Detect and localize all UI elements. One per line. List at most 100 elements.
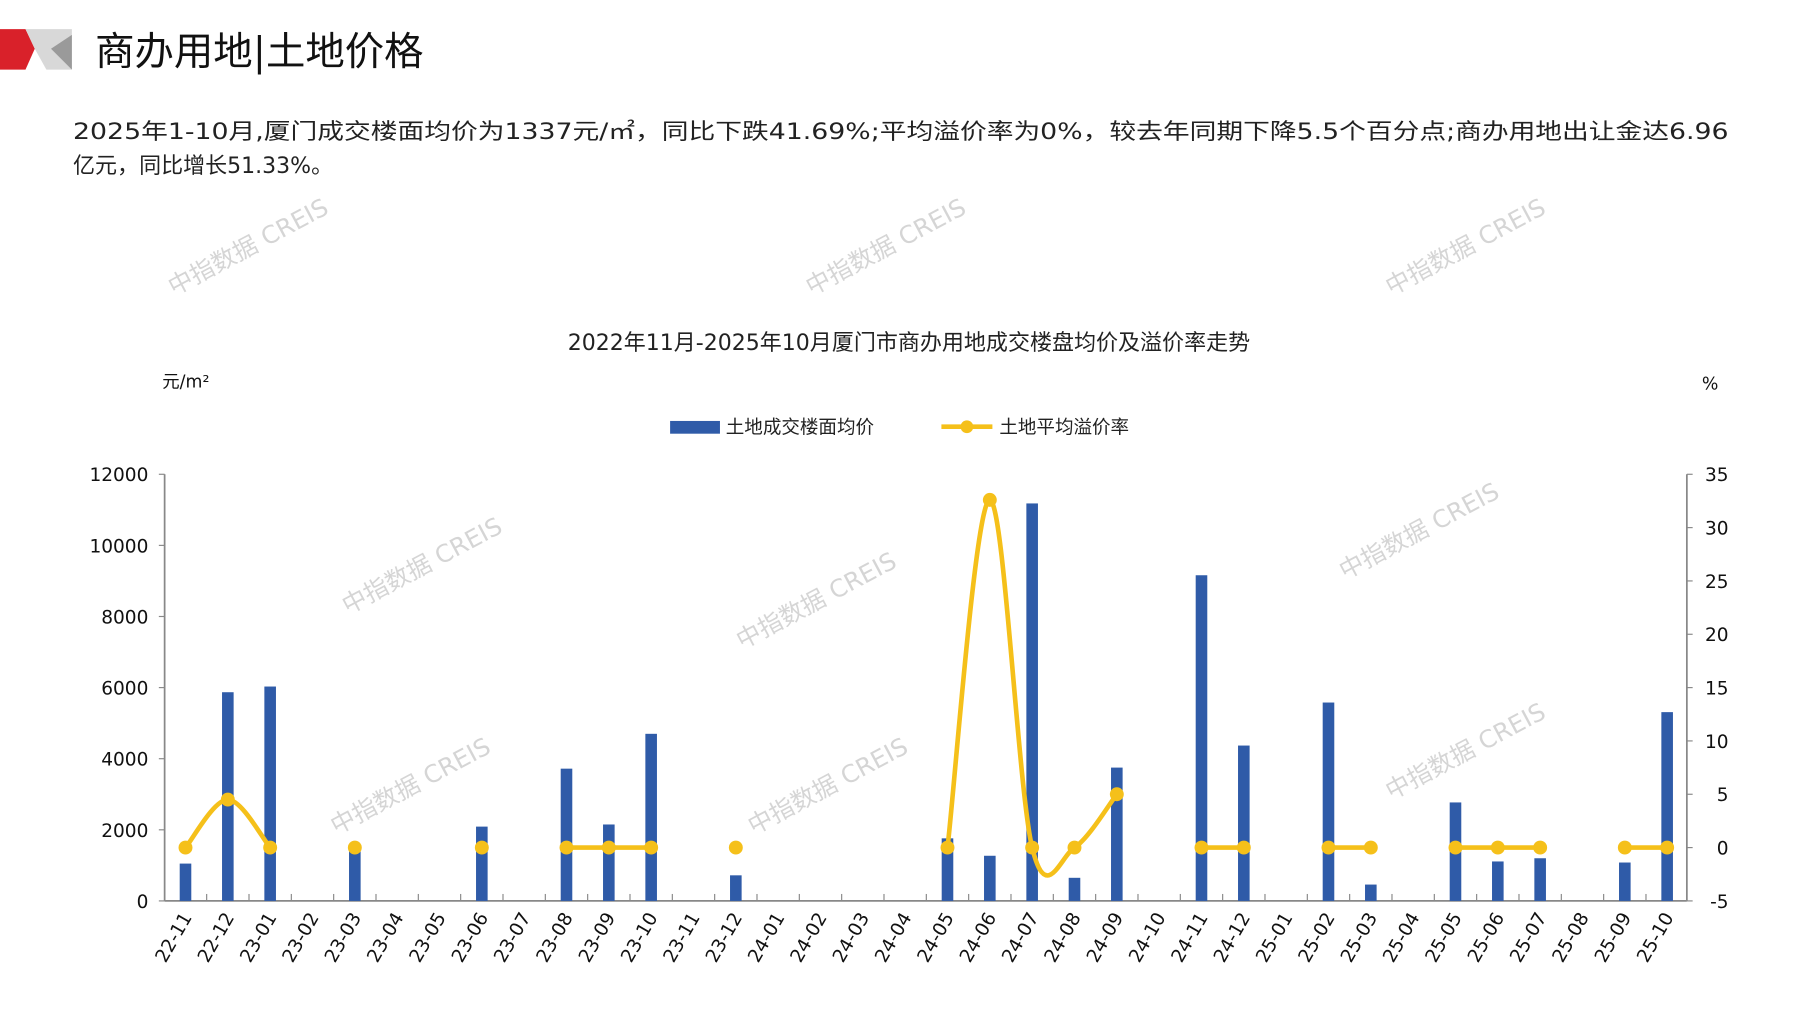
legend-line-marker (960, 420, 974, 434)
summary-line-1: 2025年1-10月,厦门成交楼面均价为1337元/㎡，同比下跌41.69%;平… (73, 119, 1729, 145)
y-left-tick-label: 6000 (101, 679, 148, 700)
bar-24-07 (1026, 503, 1038, 901)
rate-marker-24-07 (1025, 840, 1040, 855)
rate-marker-22-11 (178, 840, 193, 855)
y-right-tick-label: 0 (1717, 839, 1729, 860)
watermark: 中指数据 CREIS (731, 546, 901, 655)
watermark: 中指数据 CREIS (1334, 476, 1504, 585)
bar-23-03 (349, 851, 361, 901)
watermark: 中指数据 CREIS (1380, 697, 1550, 806)
rate-marker-25-07 (1533, 840, 1548, 855)
bar-25-10 (1661, 712, 1673, 901)
watermarks: 中指数据 CREIS 中指数据 CREIS 中指数据 CREIS 中指数据 CREIS… (163, 192, 1550, 840)
rate-marker-25-03 (1363, 840, 1378, 855)
x-tick-label: 24-12 (1210, 909, 1255, 966)
x-tick-label: 23-01 (236, 909, 281, 966)
x-tick-label: 23-05 (406, 909, 451, 966)
x-tick-label: 22-12 (194, 909, 239, 966)
x-tick-label: 25-04 (1379, 909, 1424, 966)
y-left-tick-label: 8000 (101, 607, 148, 628)
x-tick-label: 24-11 (1168, 909, 1213, 966)
watermark: 中指数据 CREIS (801, 192, 971, 301)
watermark: 中指数据 CREIS (743, 731, 913, 840)
legend-line-label: 土地平均溢价率 (999, 418, 1129, 439)
bar-24-12 (1238, 745, 1250, 901)
y-left-unit: 元/m² (162, 372, 209, 392)
rate-marker-24-12 (1236, 840, 1251, 855)
x-tick-label: 23-06 (448, 909, 493, 966)
header-accent-dark (51, 34, 72, 70)
watermark: 中指数据 CREIS (1380, 192, 1550, 301)
y-right-unit: % (1702, 375, 1719, 395)
legend-bar-swatch (670, 420, 720, 434)
legend: 土地成交楼面均价 土地平均溢价率 (670, 418, 1129, 439)
y-left-tick-label: 4000 (101, 750, 148, 771)
x-tick-label: 23-10 (617, 909, 662, 966)
bar-24-11 (1195, 575, 1208, 901)
rate-marker-25-06 (1490, 840, 1505, 855)
y-right-tick-label: -5 (1710, 892, 1728, 913)
x-tick-label: 24-03 (829, 909, 874, 966)
x-tick-label: 24-06 (956, 909, 1001, 966)
page-title: 商办用地|土地价格 (95, 29, 424, 75)
rate-marker-25-10 (1660, 840, 1675, 855)
y-right-tick-label: 30 (1705, 519, 1729, 540)
rate-marker-23-12 (728, 840, 743, 855)
rate-marker-25-05 (1448, 840, 1463, 855)
x-tick-label: 24-02 (787, 909, 832, 966)
x-tick-label: 24-10 (1125, 909, 1170, 966)
y-left-tick-label: 2000 (101, 821, 148, 842)
x-tick-label: 24-05 (914, 909, 959, 966)
x-tick-label: 23-03 (321, 909, 366, 966)
x-tick-label: 25-06 (1464, 909, 1509, 966)
x-tick-label: 24-04 (871, 909, 916, 966)
rate-marker-23-06 (474, 840, 489, 855)
x-tick-label: 25-09 (1591, 909, 1636, 966)
x-tick-label: 23-08 (533, 909, 578, 966)
bar-25-06 (1492, 861, 1504, 901)
bar-25-07 (1534, 858, 1546, 901)
bar-25-03 (1365, 884, 1377, 901)
summary-line-2: 亿元，同比增长51.33%。 (73, 154, 333, 179)
bar-23-01 (264, 686, 276, 901)
rate-marker-23-01 (263, 840, 278, 855)
bar-25-09 (1619, 862, 1631, 901)
x-tick-label: 23-09 (575, 909, 620, 966)
bar-24-05 (941, 838, 954, 901)
x-tick-label: 23-07 (490, 909, 535, 966)
chart-title: 2022年11月-2025年10月厦门市商办用地成交楼盘均价及溢价率走势 (568, 331, 1250, 356)
bar-24-06 (984, 855, 996, 901)
rate-marker-23-09 (601, 840, 616, 855)
x-tick-label: 25-07 (1506, 909, 1551, 966)
plot-area: 0 2000 4000 6000 8000 10000 12000 -5 0 5 10 15 20 25 3… (89, 465, 1728, 966)
x-tick-label: 25-10 (1633, 909, 1678, 966)
y-right-tick-label: 5 (1717, 785, 1729, 806)
rate-marker-23-10 (644, 840, 659, 855)
rate-marker-24-09 (1109, 787, 1124, 802)
rate-marker-25-02 (1321, 840, 1336, 855)
y-right-tick-label: 15 (1705, 679, 1729, 700)
x-tick-label: 24-01 (744, 909, 789, 966)
y-right-tick-label: 25 (1705, 572, 1729, 593)
bar-23-08 (560, 768, 573, 901)
x-tick-label: 25-01 (1252, 909, 1297, 966)
y-right-tick-label: 35 (1705, 465, 1729, 486)
bar-25-02 (1322, 702, 1335, 901)
x-tick-label: 25-05 (1422, 909, 1467, 966)
y-right-tick-label: 10 (1705, 732, 1729, 753)
rate-marker-24-05 (940, 840, 955, 855)
x-tick-label: 25-03 (1337, 909, 1382, 966)
x-tick-label: 23-12 (702, 909, 747, 966)
legend-bar-label: 土地成交楼面均价 (726, 418, 874, 439)
y-left-tick-label: 0 (137, 892, 149, 913)
rate-marker-24-06 (982, 492, 997, 507)
bar-23-10 (645, 733, 657, 901)
bar-22-11 (179, 863, 192, 901)
x-tick-label: 24-08 (1041, 909, 1086, 966)
y-right-tick-label: 20 (1705, 625, 1729, 646)
rate-marker-22-12 (220, 792, 235, 807)
x-tick-label: 23-02 (279, 909, 324, 966)
rate-marker-24-11 (1194, 840, 1209, 855)
watermark: 中指数据 CREIS (337, 511, 507, 620)
rate-marker-24-08 (1067, 840, 1082, 855)
